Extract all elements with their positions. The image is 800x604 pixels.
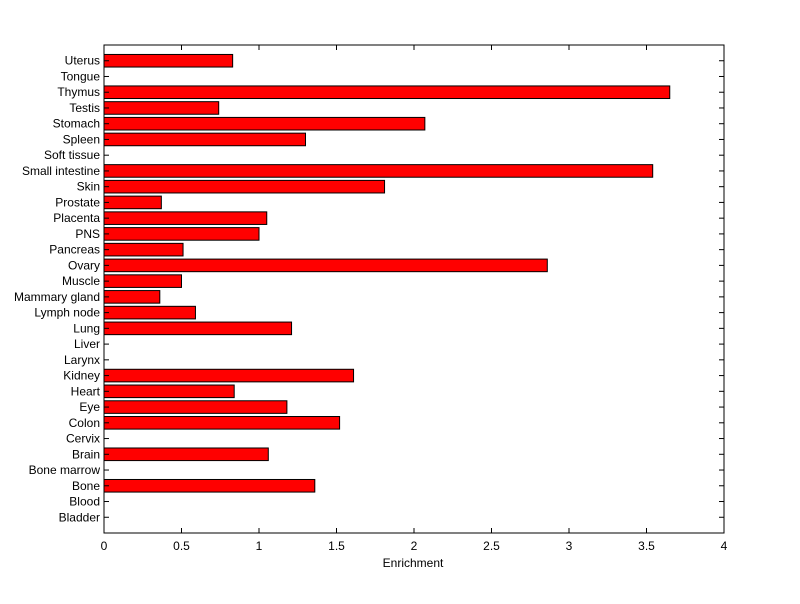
category-label-bladder: Bladder xyxy=(59,510,100,524)
category-label-placenta: Placenta xyxy=(53,211,100,225)
category-label-small-intestine: Small intestine xyxy=(22,164,100,178)
bar-mammary-gland xyxy=(103,290,161,304)
x-tick-labels: 0 0.5 1 1.5 2 2.5 3 3.5 4 xyxy=(101,539,728,553)
bar-lymph-node xyxy=(103,305,196,320)
category-label-lymph-node: Lymph node xyxy=(34,306,100,320)
category-label-lung: Lung xyxy=(73,321,100,335)
bar-pns xyxy=(103,227,260,241)
x-tick-label-3: 1.5 xyxy=(328,539,345,553)
category-label-stomach: Stomach xyxy=(53,117,100,131)
category-label-eye: Eye xyxy=(79,400,100,414)
bar-uterus xyxy=(103,53,234,68)
category-label-mammary-gland: Mammary gland xyxy=(14,290,100,304)
category-label-blood: Blood xyxy=(69,495,100,509)
category-label-prostate: Prostate xyxy=(55,195,100,209)
category-label-cervix: Cervix xyxy=(66,432,100,446)
category-label-heart: Heart xyxy=(71,384,101,398)
bar-ovary xyxy=(103,258,548,273)
bar-stomach xyxy=(103,116,426,131)
x-tick-label-7: 3.5 xyxy=(638,539,655,553)
bar-testis xyxy=(103,101,220,115)
category-label-muscle: Muscle xyxy=(62,274,100,288)
bar-lung xyxy=(103,321,293,336)
bar-skin xyxy=(103,179,386,194)
category-label-skin: Skin xyxy=(77,180,100,194)
bar-bone xyxy=(103,478,316,493)
x-tick-label-2: 1 xyxy=(256,539,263,553)
bar-placenta xyxy=(103,211,268,225)
bar-pancreas xyxy=(103,242,184,257)
ticks-group xyxy=(103,45,725,533)
category-label-brain: Brain xyxy=(72,447,100,461)
bar-thymus xyxy=(103,85,671,100)
category-label-testis: Testis xyxy=(69,101,100,115)
category-label-uterus: Uterus xyxy=(65,54,100,68)
bar-muscle xyxy=(103,274,182,288)
x-tick-label-6: 3 xyxy=(566,539,573,553)
category-label-pns: PNS xyxy=(75,227,100,241)
category-label-kidney: Kidney xyxy=(63,369,100,383)
bar-brain xyxy=(103,447,269,462)
category-label-ovary: Ovary xyxy=(68,258,100,272)
bar-eye xyxy=(103,400,288,414)
category-label-pancreas: Pancreas xyxy=(49,243,100,257)
category-label-bone: Bone xyxy=(72,479,100,493)
category-label-tongue: Tongue xyxy=(61,69,101,83)
bar-spleen xyxy=(103,132,306,147)
category-label-liver: Liver xyxy=(74,337,100,351)
bars-group xyxy=(103,53,671,493)
x-tick-label-0: 0 xyxy=(101,539,108,553)
x-axis-title: Enrichment xyxy=(383,556,444,570)
category-label-spleen: Spleen xyxy=(63,132,100,146)
bar-colon xyxy=(103,416,341,430)
x-tick-label-8: 4 xyxy=(721,539,728,553)
x-tick-label-4: 2 xyxy=(411,539,418,553)
x-tick-label-1: 0.5 xyxy=(173,539,190,553)
bar-heart xyxy=(103,384,235,399)
bar-prostate xyxy=(103,195,162,210)
category-label-thymus: Thymus xyxy=(57,85,100,99)
bar-small-intestine xyxy=(103,164,654,178)
bar-kidney xyxy=(103,368,355,383)
x-tick-label-5: 2.5 xyxy=(483,539,500,553)
category-label-bone-marrow: Bone marrow xyxy=(29,463,101,477)
category-label-colon: Colon xyxy=(69,416,100,430)
category-label-soft-tissue: Soft tissue xyxy=(44,148,100,162)
category-label-larynx: Larynx xyxy=(64,353,100,367)
